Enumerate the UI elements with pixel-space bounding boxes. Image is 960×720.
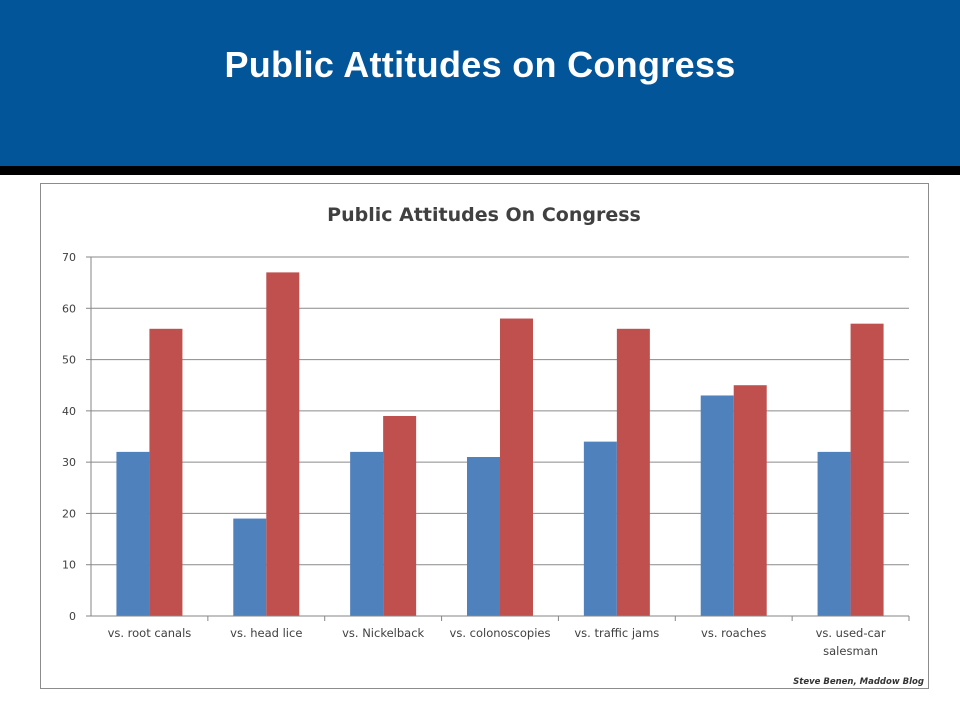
y-axis-ticks: 0 10 20 30 40 50 60 70 [62,251,91,623]
y-tick-label: 30 [62,456,76,469]
bars [116,272,884,616]
slide-title: Public Attitudes on Congress [224,44,736,85]
bar-series2 [616,328,650,616]
y-tick-label: 10 [62,559,76,572]
bar-series1 [817,451,851,616]
y-tick-label: 40 [62,405,76,418]
chart-title: Public Attitudes On Congress [327,204,641,226]
bar-series1 [700,395,734,616]
y-tick-label: 20 [62,507,76,520]
chart-frame: Public Attitudes On Congress 0 10 20 30 40 50… [40,183,929,689]
bar-series2 [149,328,183,616]
x-axis-labels: vs. root canals vs. head lice vs. Nickelba… [108,616,910,658]
chart-credit: Steve Benen, Maddow Blog [793,677,924,687]
x-tick-label: vs. traffic jams [574,626,659,640]
bar-series2 [500,318,533,616]
x-tick-label: vs. roaches [701,626,766,640]
x-tick-label: vs. colonoscopies [450,626,551,640]
bar-series2 [733,385,767,616]
bar-series2 [850,323,884,616]
x-tick-label: salesman [823,644,878,658]
x-tick-label: vs. Nickelback [342,626,424,640]
bar-series1 [116,451,150,616]
bar-series1 [583,441,617,616]
y-tick-label: 60 [62,302,76,315]
bar-series1 [233,518,267,616]
bar-series2 [383,415,417,616]
bar-series1 [350,451,384,616]
y-tick-label: 0 [69,610,76,623]
x-tick-label: vs. used-car [816,626,886,640]
y-tick-label: 50 [62,354,76,367]
bar-series2 [266,272,300,616]
banner-divider [0,166,960,175]
bar-chart: Public Attitudes On Congress 0 10 20 30 40 50… [62,204,924,687]
y-tick-label: 70 [62,251,76,264]
bar-series1 [467,457,500,616]
x-tick-label: vs. head lice [230,626,302,640]
x-tick-label: vs. root canals [108,626,192,640]
title-banner: Public Attitudes on Congress [0,0,960,166]
